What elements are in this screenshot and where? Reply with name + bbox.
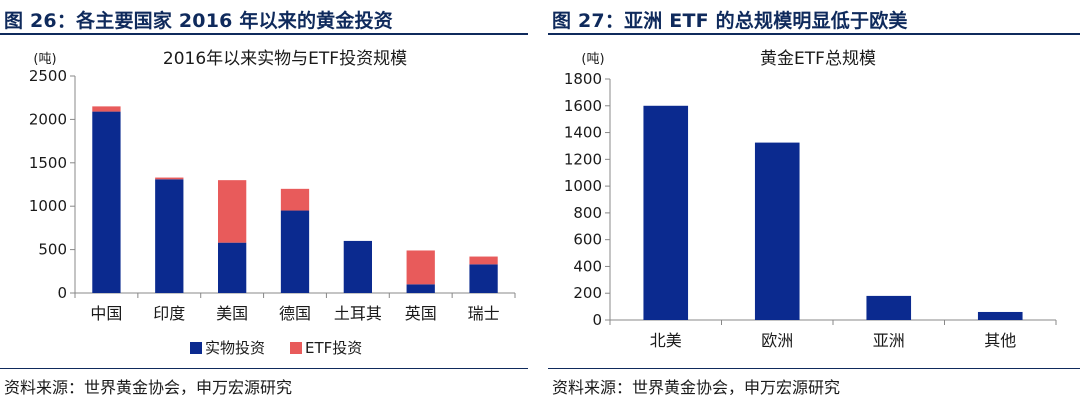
y-tick-label: 1600: [564, 97, 602, 115]
legend-swatch: [190, 342, 202, 354]
y-tick-label: 600: [573, 231, 602, 249]
bar: [754, 142, 800, 320]
figure-27-top-rule: [548, 33, 1080, 35]
bar-chart: 黄金ETF总规模 (吨) 0 200 400 600 800 1000 1200 1400 1600…: [564, 49, 1057, 350]
bar: [866, 295, 912, 320]
figure-26-source: 资料来源：世界黄金协会，申万宏源研究: [4, 378, 293, 397]
y-tick-label: 1000: [564, 177, 602, 195]
x-tick-label: 中国: [90, 304, 122, 323]
x-tick-label: 瑞士: [468, 304, 500, 323]
x-tick-label: 印度: [153, 304, 185, 323]
y-tick-label: 1800: [564, 70, 602, 88]
y-tick-label: 2500: [29, 67, 67, 85]
y-tick-label: 0: [592, 311, 602, 329]
legend-swatch: [290, 342, 302, 354]
y-tick-label: 800: [573, 204, 602, 222]
bar: [977, 311, 1023, 320]
stacked-bar-chart: 2016年以来实物与ETF投资规模 (吨) 0 500 1000 1500 2000 2500…: [29, 49, 516, 357]
figure-27-bottom-rule: [548, 368, 1080, 369]
x-tick-label: 北美: [650, 331, 682, 350]
figure-27-source: 资料来源：世界黄金协会，申万宏源研究: [552, 378, 841, 397]
figure-26-top-rule: [0, 33, 528, 35]
bar: [643, 105, 689, 321]
x-tick-label: 亚洲: [873, 331, 905, 350]
y-tick-label: 200: [573, 284, 602, 302]
y-tick-label: 1500: [29, 154, 67, 172]
bar-segment: [469, 264, 498, 293]
y-tick-label: 1400: [564, 124, 602, 142]
bar-segment: [343, 240, 372, 293]
bar-segment: [92, 106, 121, 112]
legend-label: 实物投资: [205, 339, 265, 357]
chart-title: 2016年以来实物与ETF投资规模: [163, 49, 407, 69]
x-tick-label: 欧洲: [761, 331, 793, 350]
y-tick-label: 1200: [564, 150, 602, 168]
bar-segment: [92, 111, 121, 293]
bar-segment: [218, 180, 247, 243]
y-tick-label: 500: [38, 241, 67, 259]
figure-27-panel: 图 27：亚洲 ETF 的总规模明显低于欧美 黄金ETF总规模 (吨) 0 200 40…: [548, 0, 1080, 402]
bar-segment: [280, 188, 310, 211]
y-axis-unit: (吨): [33, 52, 56, 67]
chart-title: 黄金ETF总规模: [760, 49, 876, 69]
bar-segment: [406, 284, 435, 293]
legend-label: ETF投资: [305, 339, 362, 357]
figure-26-panel: 图 26：各主要国家 2016 年以来的黄金投资 2016年以来实物与ETF投资…: [0, 0, 528, 402]
y-tick-label: 400: [573, 257, 602, 275]
bar-segment: [406, 250, 435, 285]
y-tick-label: 1000: [29, 197, 67, 215]
figure-26-bottom-rule: [0, 368, 528, 369]
x-tick-label: 其他: [984, 331, 1016, 350]
y-tick-label: 0: [57, 284, 67, 302]
y-tick-label: 2000: [29, 110, 67, 128]
bar-segment: [155, 177, 184, 180]
x-tick-label: 德国: [279, 304, 311, 323]
y-axis-unit: (吨): [581, 52, 604, 67]
bar-segment: [218, 242, 247, 293]
x-tick-label: 英国: [405, 304, 437, 323]
figure-26-title: 图 26：各主要国家 2016 年以来的黄金投资: [4, 10, 393, 32]
x-tick-label: 土耳其: [334, 304, 382, 323]
bar-segment: [280, 210, 310, 293]
x-tick-label: 美国: [216, 304, 248, 323]
figure-27-title: 图 27：亚洲 ETF 的总规模明显低于欧美: [552, 10, 908, 32]
bar-segment: [469, 256, 498, 265]
bar-segment: [155, 179, 184, 293]
